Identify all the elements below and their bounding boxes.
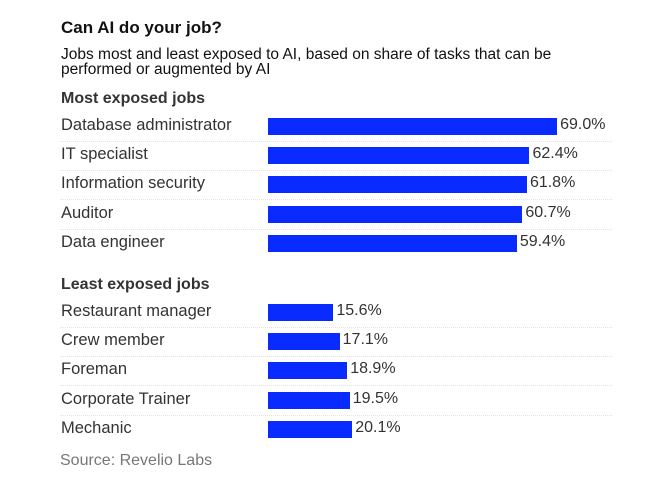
bar-row: Restaurant manager 15.6%: [60, 298, 612, 328]
bar: [268, 118, 558, 135]
data-label: 19.5%: [352, 389, 399, 407]
bar-row: Information security 61.8%: [60, 170, 612, 201]
data-label: 62.4%: [532, 145, 578, 163]
bar: [268, 234, 517, 252]
bar: [268, 362, 348, 380]
bar-row: Database administrator 69.0%: [60, 112, 612, 142]
bar-row: Foreman 18.9%: [60, 356, 612, 387]
bar: [268, 420, 353, 438]
bar: [268, 304, 334, 321]
category-label: Foreman: [61, 360, 128, 379]
data-label: 61.8%: [529, 174, 576, 192]
data-label: 60.7%: [525, 203, 571, 221]
category-label: Data engineer: [61, 232, 165, 251]
bar-row: Data engineer 59.4%: [60, 229, 612, 258]
category-label: Restaurant manager: [61, 302, 212, 320]
source-note: Source: Revelio Labs: [60, 452, 213, 469]
bar-row: Corporate Trainer 19.5%: [60, 386, 612, 416]
bar: [268, 176, 527, 194]
category-label: IT specialist: [61, 145, 148, 164]
category-label: Mechanic: [61, 418, 132, 437]
data-label: 69.0%: [560, 116, 606, 133]
section-heading: Most exposed jobs: [61, 90, 206, 107]
data-label: 20.1%: [355, 418, 401, 436]
category-label: Information security: [61, 174, 205, 193]
chart-subtitle: Jobs most and least exposed to AI, based…: [61, 46, 552, 78]
category-label: Auditor: [61, 203, 114, 222]
bar: [268, 391, 350, 409]
bar-row: Crew member 17.1%: [60, 327, 612, 358]
category-label: Database administrator: [61, 116, 232, 134]
bar-row: Mechanic 20.1%: [60, 415, 612, 444]
data-label: 15.6%: [336, 302, 382, 319]
section-heading: Least exposed jobs: [61, 276, 210, 293]
bar: [268, 333, 340, 351]
category-label: Crew member: [61, 331, 165, 350]
category-label: Corporate Trainer: [61, 389, 191, 408]
bar-row: IT specialist 62.4%: [60, 141, 612, 172]
data-label: 18.9%: [350, 360, 396, 378]
data-label: 17.1%: [342, 331, 389, 349]
bar: [268, 205, 523, 223]
bar: [268, 147, 530, 165]
data-label: 59.4%: [519, 232, 566, 250]
bar-row: Auditor 60.7%: [60, 200, 612, 230]
chart-title: Can AI do your job?: [61, 18, 222, 37]
